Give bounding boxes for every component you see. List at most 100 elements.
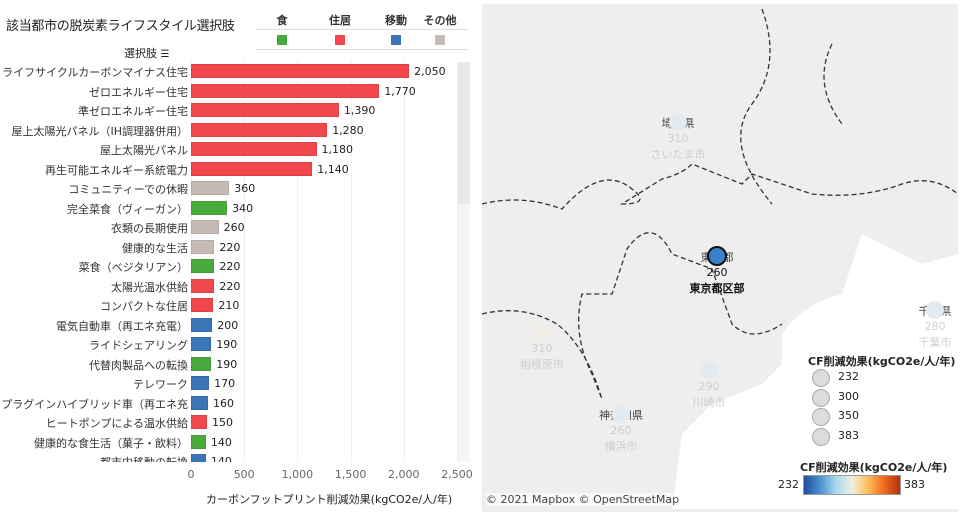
- bar-label[interactable]: ゼロエネルギー住宅: [89, 85, 188, 99]
- gridline: [457, 60, 458, 462]
- bar-value-label: 150: [211, 416, 233, 429]
- bar-label[interactable]: 再生可能エネルギー系統電力: [45, 163, 188, 177]
- bar[interactable]: [191, 103, 339, 117]
- city-name: 川崎市: [692, 396, 726, 409]
- bar[interactable]: [191, 220, 219, 234]
- bar-label[interactable]: ライドシェアリング: [89, 339, 188, 352]
- legend-swatch-1[interactable]: [335, 35, 345, 45]
- bar[interactable]: [191, 161, 313, 176]
- bar-value-label: 190: [216, 357, 238, 371]
- legend-divider: [256, 49, 468, 50]
- bar-value-label: 220: [219, 260, 241, 273]
- legend-swatch-3[interactable]: [435, 35, 445, 45]
- x-tick-label: 500: [233, 468, 255, 481]
- bar-value-label: 170: [214, 377, 236, 390]
- bar[interactable]: [191, 181, 230, 195]
- bar-label[interactable]: 電気自動車（再エネ充電）: [56, 319, 188, 333]
- scrollbar-thumb[interactable]: [457, 62, 470, 204]
- legend-label-2[interactable]: 移動: [385, 14, 407, 27]
- bar[interactable]: [191, 259, 215, 273]
- bar[interactable]: [191, 434, 206, 449]
- city-bubble[interactable]: [707, 246, 727, 266]
- bar[interactable]: [191, 395, 209, 410]
- legend-label-1[interactable]: 住居: [329, 14, 351, 27]
- bar-value-label: 220: [219, 240, 241, 254]
- bar-label[interactable]: 太陽光温水供給: [111, 280, 188, 294]
- bar[interactable]: [191, 83, 380, 98]
- bar-value-label: 340: [232, 201, 254, 215]
- city-bubble[interactable]: [612, 405, 630, 423]
- bar-label[interactable]: 準ゼロエネルギー住宅: [78, 105, 188, 118]
- x-tick-label: 0: [187, 468, 195, 481]
- bar[interactable]: [191, 356, 212, 371]
- size-legend-circle: [812, 408, 830, 426]
- bar[interactable]: [191, 415, 207, 429]
- bar[interactable]: [191, 122, 328, 137]
- size-legend-circle: [812, 388, 830, 407]
- city-bubble[interactable]: [669, 113, 687, 131]
- legend-label-0[interactable]: 食: [276, 14, 288, 27]
- city-value: 290: [698, 380, 720, 393]
- bar-value-label: 220: [219, 279, 241, 293]
- bar-label[interactable]: コミュニティーでの休暇: [68, 183, 188, 196]
- gridline: [244, 60, 246, 462]
- bar-label[interactable]: 代替肉製品への転換: [89, 358, 188, 372]
- bar[interactable]: [191, 454, 206, 462]
- city-bubble[interactable]: [533, 323, 551, 341]
- legend-swatch-2[interactable]: [391, 35, 401, 45]
- gridline: [403, 60, 405, 462]
- bar-label[interactable]: 衣類の長期使用: [111, 222, 188, 235]
- bar-label[interactable]: ヒートポンプによる温水供給: [45, 417, 188, 430]
- color-legend-max: 383: [904, 478, 925, 491]
- bar-value-label: 1,280: [332, 123, 364, 137]
- city-bubble[interactable]: [926, 301, 944, 319]
- size-legend-value: 383: [838, 428, 859, 442]
- sort-descending-icon[interactable]: ☰: [160, 49, 170, 60]
- size-legend-value: 350: [838, 409, 859, 422]
- bar-chart-plot: ライフサイクルカーボンマイナス住宅 2,050 ゼロエネルギー住宅 1,770 準ゼロエ…: [0, 60, 470, 462]
- map-attribution[interactable]: © 2021 Mapbox © OpenStreetMap: [486, 493, 680, 506]
- bar-label[interactable]: コンパクトな住居: [100, 300, 188, 313]
- bar-label[interactable]: テレワーク: [133, 378, 188, 391]
- bar[interactable]: [191, 337, 212, 351]
- bar-label[interactable]: プラグインハイブリッド車（再エネ充: [1, 397, 188, 411]
- city-name: 横浜市: [604, 440, 638, 453]
- city-value: 310: [531, 342, 553, 355]
- bar[interactable]: [191, 142, 317, 156]
- column-header[interactable]: 選択肢 ☰: [124, 45, 169, 61]
- bar-label[interactable]: 都市内移動の転換: [100, 454, 188, 462]
- color-legend-min: 232: [778, 478, 799, 491]
- x-tick-label: 2,500: [441, 468, 473, 481]
- bar[interactable]: [191, 200, 228, 215]
- bay-shore: [672, 334, 812, 509]
- legend-label-3[interactable]: その他: [423, 14, 457, 27]
- x-tick-label: 1,000: [281, 468, 314, 481]
- city-value: 260: [610, 424, 632, 437]
- map-view[interactable]: 埼玉県310さいたま市東京都260東京都区部千葉県280千葉市310相模原市29…: [482, 4, 958, 512]
- bar-value-label: 1,390: [343, 104, 376, 117]
- legend-swatch-0[interactable]: [277, 35, 287, 45]
- bar[interactable]: [191, 278, 215, 293]
- size-legend-value: 232: [838, 370, 859, 383]
- bar[interactable]: [191, 64, 410, 78]
- bar[interactable]: [191, 298, 214, 312]
- bar[interactable]: [191, 376, 210, 390]
- bar-label[interactable]: 菜食（ベジタリアン）: [78, 261, 188, 274]
- bar-label[interactable]: 屋上太陽光パネル: [100, 144, 188, 157]
- size-legend-circle: [812, 427, 830, 446]
- bar[interactable]: [191, 317, 213, 332]
- bar-label[interactable]: ライフサイクルカーボンマイナス住宅: [2, 66, 188, 79]
- x-tick-label: 2,000: [388, 468, 420, 481]
- color-legend-title: CF削減効果(kgCO2e/人/年): [800, 461, 948, 474]
- bar-label[interactable]: 健康的な食生活（菓子・飲料）: [34, 436, 188, 450]
- city-bubble[interactable]: [700, 361, 718, 379]
- bar[interactable]: [191, 239, 215, 254]
- legend-divider: [256, 29, 468, 30]
- bar-label[interactable]: 完全菜食（ヴィーガン）: [67, 202, 188, 216]
- prefecture-border: [740, 8, 843, 205]
- bar-label[interactable]: 屋上太陽光パネル（IH調理器併用）: [11, 124, 188, 138]
- city-name: 相模原市: [520, 358, 564, 371]
- gridline: [350, 60, 352, 462]
- bar-value-label: 1,770: [384, 84, 416, 98]
- bar-label[interactable]: 健康的な生活: [122, 241, 188, 255]
